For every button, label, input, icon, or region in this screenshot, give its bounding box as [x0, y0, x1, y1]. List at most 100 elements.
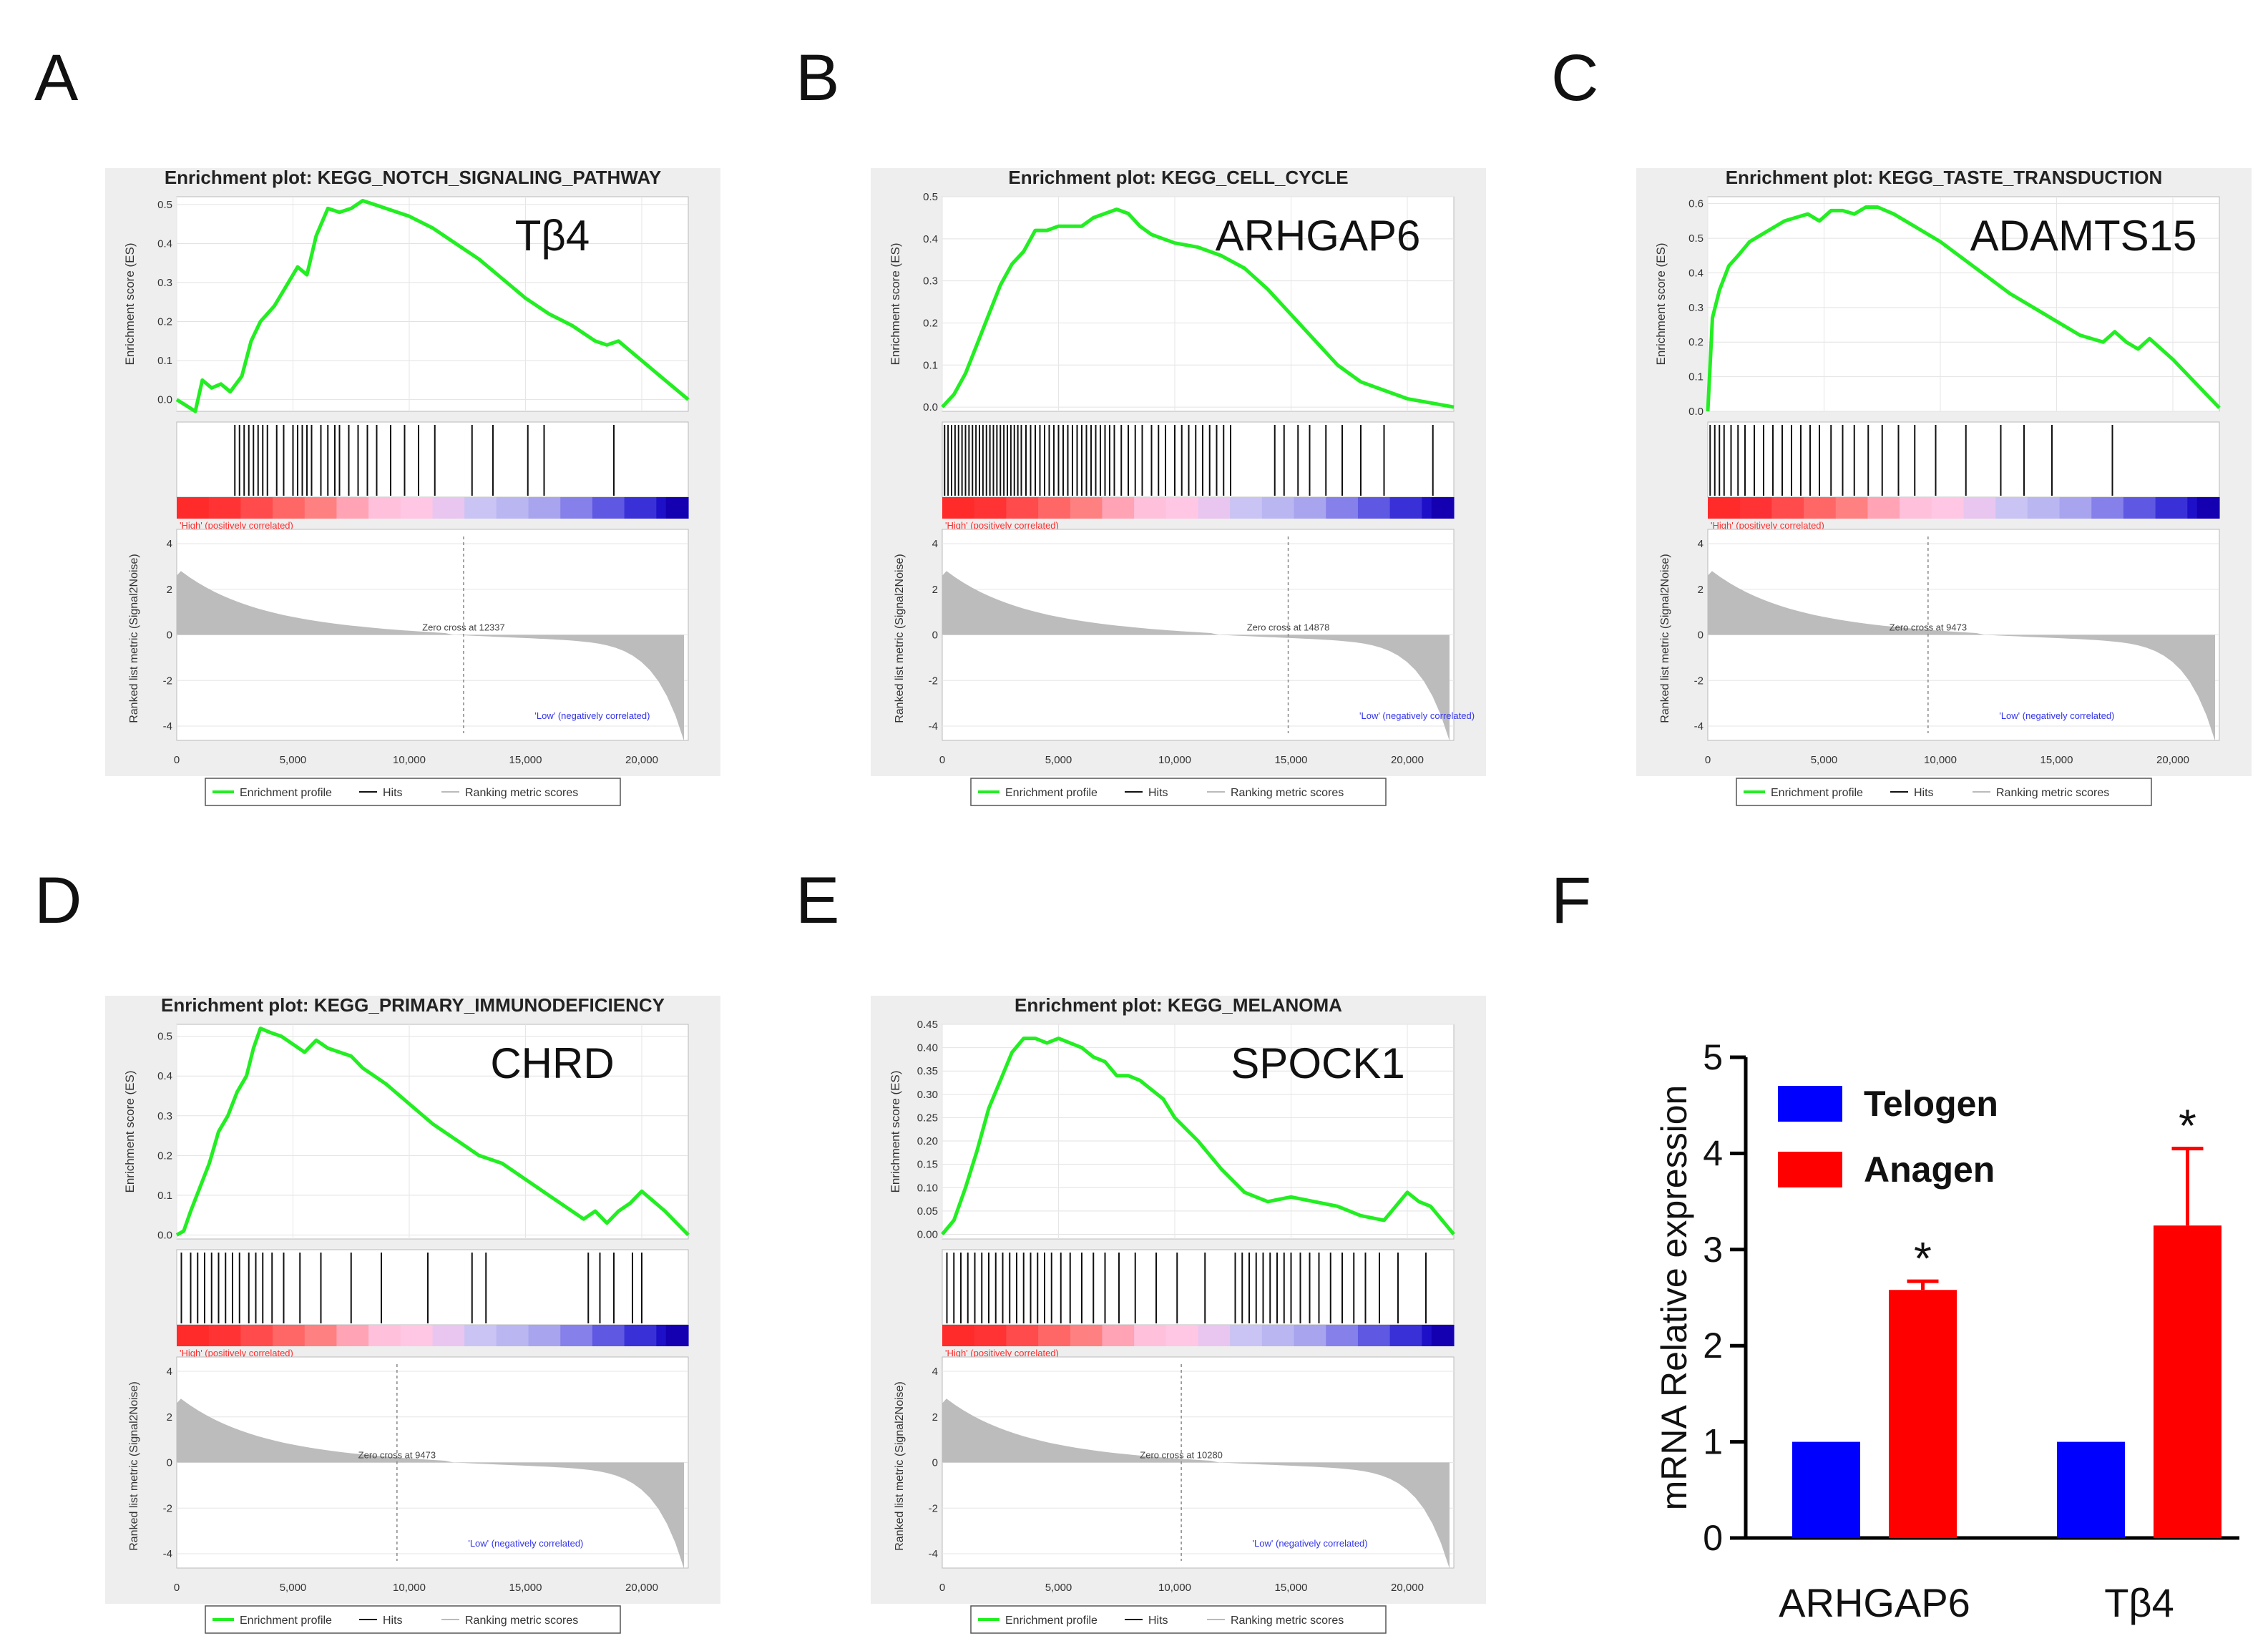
es-tick-label: 0.3 — [157, 1110, 172, 1122]
ranked-color-block — [560, 497, 593, 519]
hits-area — [942, 1249, 1455, 1326]
enrichment-profile-line — [1706, 205, 2221, 412]
x-tick-label: 10,000 — [1158, 1582, 1191, 1594]
ranked-color-block — [1931, 497, 1965, 519]
x-tick-label: 10,000 — [1924, 754, 1957, 766]
y-tick-label: 4 — [1703, 1133, 1723, 1173]
bar-anagen-0 — [1889, 1290, 1957, 1538]
rank-tick-label: -2 — [929, 675, 938, 687]
low-label: 'Low' (negatively correlated) — [1999, 710, 2114, 721]
es-axis-label: Enrichment score (ES) — [889, 243, 902, 366]
x-tick-label: 10,000 — [1158, 754, 1191, 766]
ranked-color-block — [1963, 497, 1996, 519]
ranked-color-block — [240, 1325, 273, 1346]
legend-hits-label: Hits — [1148, 787, 1168, 799]
plot-title: Enrichment plot: KEGG_TASTE_TRANSDUCTION — [1726, 167, 2163, 188]
ranked-color-block — [1900, 497, 1932, 519]
ranked-color-block — [1995, 497, 2028, 519]
ranked-color-block — [1835, 497, 1869, 519]
es-axis-label: Enrichment score (ES) — [123, 1071, 137, 1193]
es-tick-label: 0.1 — [157, 355, 172, 367]
gene-label: ADAMTS15 — [1970, 212, 2197, 260]
x-tick-label: 5,000 — [280, 1582, 307, 1594]
es-tick-label: 0.0 — [157, 1229, 172, 1241]
rank-axis-label: Ranked list metric (Signal2Noise) — [894, 1381, 906, 1551]
x-tick-label: 20,000 — [1391, 1582, 1424, 1594]
rank-tick-label: -4 — [163, 720, 172, 733]
x-tick-label: 20,000 — [625, 1582, 658, 1594]
plot-legend: Enrichment profile Hits Ranking metric sco… — [205, 778, 621, 806]
ranked-color-block — [304, 1325, 338, 1346]
ranked-color-block — [560, 1325, 593, 1346]
legend-profile-label: Enrichment profile — [1005, 787, 1098, 799]
x-category-label: Tβ4 — [2104, 1580, 2174, 1625]
x-tick-label: 10,000 — [393, 1582, 426, 1594]
rank-tick-label: -4 — [929, 720, 938, 733]
ranked-color-block — [1739, 497, 1772, 519]
high-label: 'High' (positively correlated) — [945, 1348, 1059, 1358]
ranked-color-block — [240, 497, 273, 519]
rank-tick-label: 0 — [167, 629, 172, 642]
es-tick-label: 0.35 — [917, 1065, 938, 1077]
panel-letter-c: C — [1551, 41, 1598, 114]
ranked-color-block — [464, 497, 497, 519]
ranked-color-block — [1230, 1325, 1263, 1346]
ranked-color-block — [592, 1325, 625, 1346]
panel-letter-f: F — [1551, 864, 1591, 937]
es-tick-label: 0.3 — [1688, 302, 1704, 314]
rank-tick-label: -2 — [929, 1502, 938, 1514]
ranked-color-block — [464, 1325, 497, 1346]
rank-tick-label: -2 — [163, 1502, 172, 1514]
hits-area — [1707, 421, 2220, 498]
rank-tick-label: 2 — [167, 1411, 172, 1424]
x-tick-label: 15,000 — [509, 1582, 542, 1594]
ranked-color-block — [942, 497, 975, 519]
legend-ranking-label: Ranking metric scores — [465, 787, 578, 799]
ranked-color-block — [208, 497, 241, 519]
es-plot-area — [176, 1024, 689, 1240]
ranked-color-block — [528, 497, 561, 519]
legend-label-telogen: Telogen — [1864, 1084, 1998, 1124]
legend-hits-label: Hits — [383, 787, 403, 799]
ranked-color-block — [1431, 497, 1454, 519]
ranked-color-block — [336, 497, 369, 519]
rank-tick-label: 4 — [167, 538, 172, 550]
es-tick-label: 0.05 — [917, 1205, 938, 1218]
gene-label: SPOCK1 — [1231, 1039, 1404, 1087]
significance-marker: * — [1914, 1233, 1932, 1284]
ranked-color-block — [592, 497, 625, 519]
es-tick-label: 0.20 — [917, 1135, 938, 1147]
es-tick-label: 0.45 — [917, 1019, 938, 1031]
ranked-color-block — [1038, 1325, 1071, 1346]
gene-label: CHRD — [490, 1039, 614, 1087]
es-tick-label: 0.40 — [917, 1042, 938, 1054]
y-tick-label: 5 — [1703, 1037, 1723, 1077]
ranked-color-block — [624, 497, 657, 519]
bar-telogen-0 — [1792, 1441, 1860, 1538]
ranked-color-block — [2027, 497, 2061, 519]
rank-tick-label: 2 — [932, 584, 938, 596]
enrichment-profile-line — [941, 207, 1455, 409]
ranked-color-block — [1357, 497, 1391, 519]
ranked-color-block — [1102, 497, 1135, 519]
ranked-color-block — [400, 1325, 434, 1346]
legend-hits-label: Hits — [383, 1615, 403, 1627]
legend-box — [205, 778, 621, 806]
plot-title: Enrichment plot: KEGG_CELL_CYCLE — [1008, 167, 1348, 188]
x-tick-label: 15,000 — [509, 754, 542, 766]
gene-label: ARHGAP6 — [1216, 212, 1421, 260]
ranked-color-block — [1389, 1325, 1422, 1346]
legend-label-anagen: Anagen — [1864, 1150, 1995, 1190]
es-plot-area — [942, 1024, 1455, 1240]
x-tick-label: 5,000 — [1811, 754, 1838, 766]
es-tick-label: 0.6 — [1688, 198, 1704, 210]
ranked-color-block — [1070, 497, 1103, 519]
es-axis-label: Enrichment score (ES) — [889, 1071, 902, 1193]
ranked-color-block — [624, 1325, 657, 1346]
gsea-panel-e: Enrichment plot: KEGG_MELANOMA 0.45 0.40 0.… — [871, 994, 1486, 1634]
panel-letter-d: D — [34, 864, 82, 937]
y-tick-label: 3 — [1703, 1230, 1723, 1270]
ranked-color-block — [1165, 1325, 1199, 1346]
legend-ranking-label: Ranking metric scores — [1996, 787, 2109, 799]
legend-profile-label: Enrichment profile — [240, 1615, 332, 1627]
